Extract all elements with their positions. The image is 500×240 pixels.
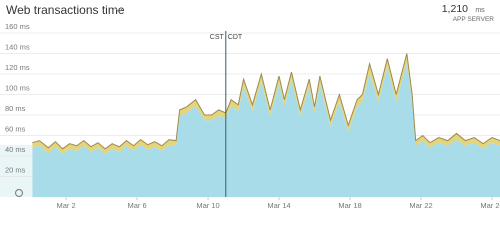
y-tick-label: 120 ms xyxy=(5,63,30,72)
pre-range-shade xyxy=(0,145,32,197)
x-tick-label: Mar 6 xyxy=(127,201,146,210)
chart: Web transactions time 1,210 ms APP SERVE… xyxy=(0,3,500,210)
y-tick-label: 100 ms xyxy=(5,84,30,93)
y-tick-label: 40 ms xyxy=(5,145,26,154)
y-tick-label: 80 ms xyxy=(5,104,26,113)
area xyxy=(32,53,500,154)
summary-unit: ms xyxy=(475,7,485,14)
x-tick-label: Mar 2 xyxy=(56,201,75,210)
summary-label: APP SERVER xyxy=(453,16,495,23)
summary-value: 1,210 xyxy=(442,3,468,15)
x-tick-label: Mar 14 xyxy=(267,201,290,210)
x-tick-label: Mar 22 xyxy=(409,201,432,210)
x-tick-label: Mar 26 xyxy=(480,201,500,210)
area xyxy=(32,62,500,197)
annotation-label: CST xyxy=(210,34,225,41)
zoom-icon[interactable] xyxy=(14,188,24,198)
x-tick-label: Mar 18 xyxy=(338,201,361,210)
y-tick-label: 60 ms xyxy=(5,125,26,134)
page: {"chart_data": { "type": "stacked-area",… xyxy=(0,3,500,210)
y-tick-label: 20 ms xyxy=(5,166,26,175)
annotation-label: CDT xyxy=(228,34,243,41)
top-line xyxy=(32,53,500,150)
chart-title: Web transactions time xyxy=(6,3,125,17)
x-tick-label: Mar 10 xyxy=(196,201,219,210)
y-tick-label: 160 ms xyxy=(5,22,30,31)
y-tick-label: 140 ms xyxy=(5,43,30,52)
title-dropdown[interactable] xyxy=(115,8,123,13)
